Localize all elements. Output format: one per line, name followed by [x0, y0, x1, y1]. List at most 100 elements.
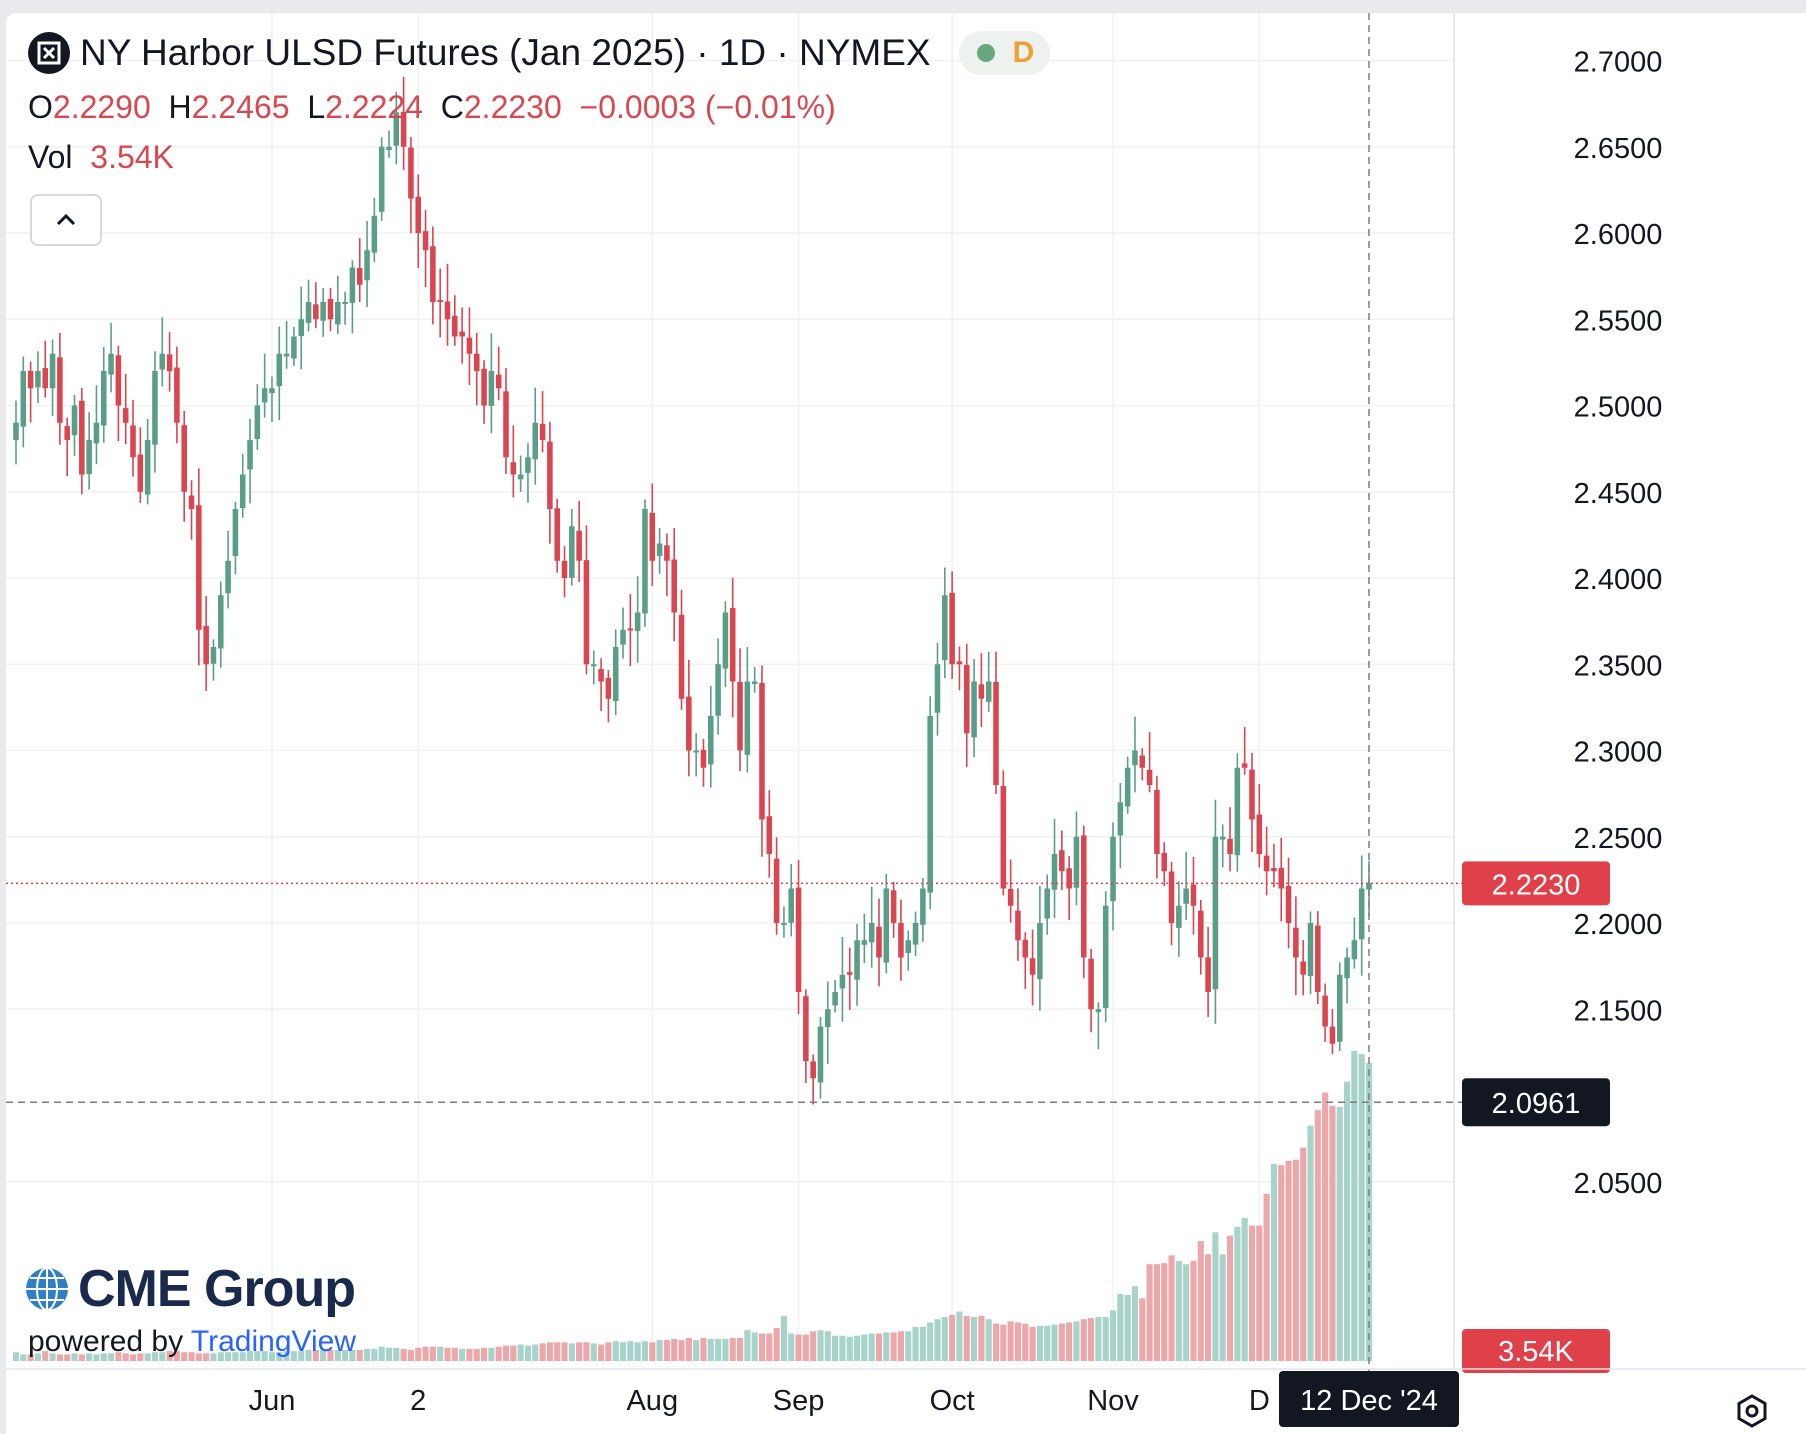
candle-body	[788, 888, 795, 923]
candle-body	[137, 454, 144, 492]
volume-bar	[1278, 1165, 1285, 1361]
candle-body	[225, 560, 231, 594]
volume-bar	[861, 1334, 868, 1361]
candle-body	[1029, 958, 1036, 975]
volume-bar	[744, 1330, 751, 1361]
candle-body	[722, 612, 729, 669]
powered-by[interactable]: powered by TradingView	[28, 1325, 356, 1359]
volume-bar	[532, 1344, 539, 1361]
grid-lines	[6, 13, 1454, 1361]
candle-body	[766, 816, 773, 854]
candle-body	[196, 505, 202, 630]
candle-body	[1358, 888, 1365, 940]
candle-body	[554, 508, 560, 561]
candle-body	[452, 315, 458, 337]
candle-body	[305, 302, 312, 323]
candle-body	[49, 353, 56, 389]
candle-body	[1351, 940, 1358, 960]
candle-body	[1154, 789, 1160, 854]
volume-bar	[846, 1336, 853, 1361]
candle-body	[473, 353, 480, 371]
symbol-logo-icon[interactable]	[28, 32, 70, 74]
volume-bar	[232, 1352, 239, 1361]
candle-body	[239, 474, 246, 509]
candle-body	[1263, 855, 1270, 872]
candle-body	[1322, 995, 1328, 1027]
candle-body	[1073, 836, 1080, 888]
volume-bar	[122, 1353, 129, 1361]
candle-body	[634, 612, 641, 631]
candle-body	[1139, 755, 1146, 768]
volume-bar	[34, 1353, 42, 1361]
candle-body	[1241, 763, 1248, 768]
volume-bar	[1307, 1125, 1314, 1361]
price-chart[interactable]: 2.7000 2.6500 2.6000 2.5500 2.5000 2.4500 2.40…	[6, 13, 1806, 1434]
candle-body	[115, 355, 122, 406]
volume-bar	[1161, 1263, 1168, 1361]
volume-bar	[663, 1340, 670, 1361]
volume-bar	[261, 1351, 268, 1361]
volume-label-bg	[1462, 1329, 1610, 1373]
candle-body	[130, 425, 136, 458]
candle-body	[1219, 836, 1226, 840]
volume-bar	[93, 1354, 100, 1361]
candle-body	[1315, 925, 1321, 992]
volume-bar	[963, 1315, 970, 1361]
market-open-dot-icon	[976, 44, 995, 62]
volume-bar	[868, 1333, 875, 1361]
candle-body	[327, 298, 334, 320]
volume-bar	[1270, 1164, 1277, 1361]
candle-body	[13, 422, 19, 440]
candle-body	[905, 940, 912, 953]
volume-bar	[1292, 1159, 1299, 1361]
volume-bar	[268, 1352, 276, 1361]
candle-body	[203, 626, 209, 665]
volume-bar	[1131, 1286, 1139, 1361]
candle-body	[1300, 961, 1306, 975]
volume-bar	[561, 1342, 568, 1361]
candle-body	[108, 353, 114, 375]
volume-bar	[788, 1333, 795, 1361]
volume-bar	[1285, 1160, 1292, 1361]
market-status-pill[interactable]: D	[958, 31, 1051, 75]
volume-bar	[641, 1341, 649, 1361]
candle-body	[532, 422, 539, 460]
cme-logo[interactable]: CME Group	[24, 1259, 356, 1319]
time-axis-label: 2	[410, 1385, 426, 1417]
volume-bar	[20, 1354, 27, 1361]
volume-bar	[86, 1353, 93, 1361]
volume-bar	[129, 1354, 137, 1361]
candle-body	[927, 716, 933, 893]
volume-bar	[839, 1335, 846, 1361]
time-axis-label: Nov	[1087, 1385, 1139, 1417]
candle-body	[525, 457, 531, 473]
volume-bar	[941, 1317, 948, 1361]
volume-pane-label: 3.54K	[1498, 1336, 1574, 1368]
volume-bar	[1022, 1323, 1029, 1361]
volume-bar	[1080, 1319, 1087, 1361]
candle-body	[1132, 750, 1138, 766]
chart-settings-button[interactable]	[1732, 1391, 1772, 1434]
candle-body	[1329, 1026, 1336, 1044]
volume-bar	[1109, 1310, 1117, 1361]
volume-bar	[473, 1348, 480, 1361]
volume-bar	[1146, 1264, 1153, 1361]
volume-bar	[217, 1352, 224, 1361]
market-status-letter: D	[1012, 36, 1035, 69]
volume-bar	[342, 1350, 349, 1361]
symbol-title[interactable]: NY Harbor ULSD Futures (Jan 2025) · 1D ·…	[80, 32, 931, 73]
candle-body	[386, 146, 392, 150]
collapse-legend-button[interactable]	[30, 194, 102, 246]
volume-bar	[678, 1340, 685, 1361]
chevron-up-icon	[56, 213, 76, 226]
volume-bar	[956, 1311, 963, 1361]
price-axis-label: 2.4000	[1574, 564, 1663, 596]
candle-body	[846, 972, 853, 975]
candle-body	[64, 426, 70, 440]
volume-bar	[970, 1317, 978, 1361]
volume-bar	[649, 1342, 656, 1361]
volume-legend: Vol 3.54K	[28, 139, 174, 176]
volume-bar	[1029, 1326, 1036, 1361]
chart-frame[interactable]: 2.7000 2.6500 2.6000 2.5500 2.5000 2.4500 2.40…	[6, 13, 1806, 1434]
candle-body	[708, 716, 714, 765]
